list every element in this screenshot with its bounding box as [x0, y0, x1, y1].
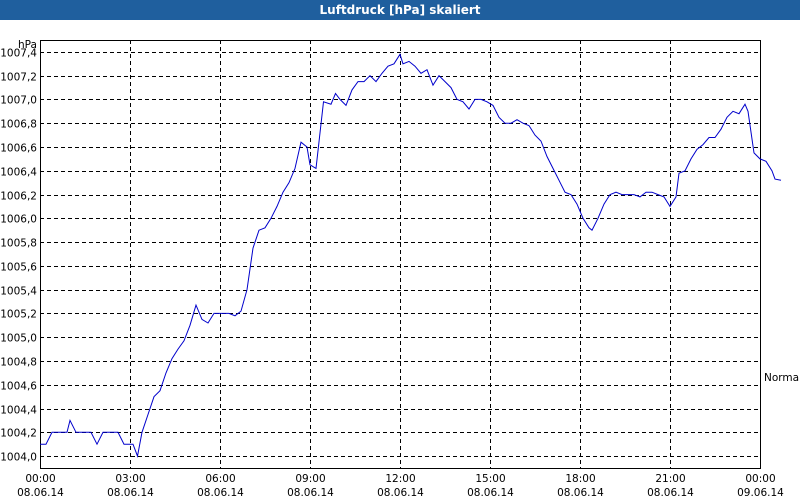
y-tick-label: 1004,6	[0, 381, 37, 393]
y-tick-label: 1005,2	[0, 309, 37, 321]
x-tick-time: 09:00	[295, 473, 325, 485]
x-tick-time: 06:00	[205, 473, 235, 485]
x-tick-time: 00:00	[745, 473, 775, 485]
x-tick-time: 21:00	[655, 473, 685, 485]
y-tick-label: 1004,0	[0, 452, 37, 464]
plot-frame	[40, 40, 761, 469]
y-tick-label: 1007,0	[0, 95, 37, 107]
y-tick-label: 1004,8	[0, 357, 37, 369]
x-tick-date: 08.06.14	[197, 487, 244, 499]
normal-label: Normal	[764, 372, 800, 384]
x-tick-date: 08.06.14	[17, 487, 64, 499]
y-tick-label: 1005,4	[0, 286, 37, 298]
x-tick-time: 00:00	[25, 473, 55, 485]
x-tick-date: 08.06.14	[377, 487, 424, 499]
y-tick-labels: 1004,0 1004,2 1004,4 1004,6 1004,8 1005,0 1005…	[0, 48, 37, 464]
chart-title: Luftdruck [hPa] skaliert	[0, 0, 800, 20]
x-tick-date: 09.06.14	[737, 487, 784, 499]
y-tick-label: 1005,6	[0, 262, 37, 274]
x-tick-date: 08.06.14	[467, 487, 514, 499]
y-tick-label: 1006,6	[0, 143, 37, 155]
y-tick-label: 1006,0	[0, 214, 37, 226]
y-axis-label: hPa	[18, 39, 37, 51]
x-tick-date: 08.06.14	[287, 487, 334, 499]
y-tick-label: 1006,2	[0, 191, 37, 203]
x-tick-date: 08.06.14	[557, 487, 604, 499]
grid-lines	[40, 40, 761, 468]
y-tick-label: 1007,2	[0, 72, 37, 84]
y-tick-label: 1004,2	[0, 428, 37, 440]
y-tick-label: 1006,8	[0, 119, 37, 131]
y-tick-label: 1005,8	[0, 238, 37, 250]
x-tick-time: 15:00	[475, 473, 505, 485]
x-tick-date: 08.06.14	[107, 487, 154, 499]
x-tick-time: 12:00	[385, 473, 415, 485]
x-tick-time: 18:00	[565, 473, 595, 485]
x-tick-date: 08.06.14	[647, 487, 694, 499]
pressure-series-line	[40, 53, 782, 458]
x-tick-time: 03:00	[115, 473, 145, 485]
y-tick-label: 1004,4	[0, 405, 37, 417]
y-tick-label: 1007,4	[0, 48, 37, 60]
y-tick-label: 1006,4	[0, 167, 37, 179]
y-tick-label: 1005,0	[0, 333, 37, 345]
chart-canvas: hPa 1004,0 1004,2 1004,4 1004,6 1004,8 1005,0…	[0, 39, 800, 499]
x-tick-labels: 00:00 08.06.14 03:00 08.06.14 06:00 08.06.14 0…	[17, 473, 784, 499]
